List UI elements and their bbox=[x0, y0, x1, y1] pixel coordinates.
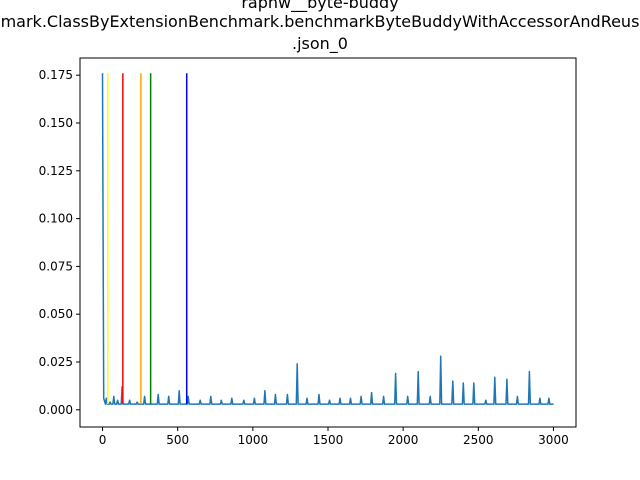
y-tick-label-0: 0.000 bbox=[39, 403, 73, 417]
y-tick-label-6: 0.150 bbox=[39, 116, 73, 130]
y-tick-label-1: 0.025 bbox=[39, 355, 73, 369]
chart-title-line-1: raphw__byte-buddy bbox=[241, 0, 399, 12]
x-tick-label-4: 2000 bbox=[388, 433, 419, 447]
x-tick-label-1: 500 bbox=[166, 433, 189, 447]
chart-title-line-2: mark.ClassByExtensionBenchmark.benchmark… bbox=[0, 12, 640, 31]
x-tick-label-3: 1500 bbox=[313, 433, 344, 447]
x-tick-label-5: 2500 bbox=[463, 433, 494, 447]
vertical-lines-layer bbox=[107, 73, 188, 405]
y-tick-label-2: 0.050 bbox=[39, 307, 73, 321]
x-tick-label-6: 3000 bbox=[538, 433, 569, 447]
y-tick-label-3: 0.075 bbox=[39, 259, 73, 273]
series-layer bbox=[101, 73, 554, 405]
x-tick-label-0: 0 bbox=[99, 433, 107, 447]
y-tick-label-4: 0.100 bbox=[39, 212, 73, 226]
plot-frame bbox=[79, 57, 577, 428]
series-line bbox=[101, 73, 554, 405]
chart-title-line-3: .json_0 bbox=[292, 34, 348, 53]
x-tick-label-2: 1000 bbox=[238, 433, 269, 447]
y-tick-label-5: 0.125 bbox=[39, 164, 73, 178]
axes-layer: 0 500 1000 1500 2000 2500 3000 0.000 0.025 0.050 0… bbox=[39, 57, 577, 447]
y-tick-label-7: 0.175 bbox=[39, 68, 73, 82]
